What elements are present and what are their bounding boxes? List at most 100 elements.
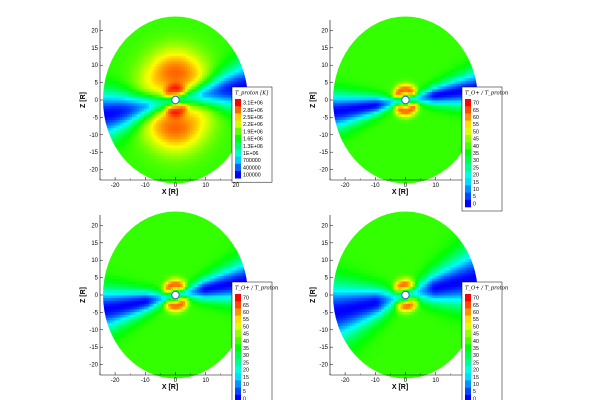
legend-swatch xyxy=(235,380,241,388)
y-tick-label: 5 xyxy=(325,81,329,87)
y-tick-label: -20 xyxy=(319,168,328,174)
legend-level: 45 xyxy=(473,137,479,143)
legend-swatch xyxy=(235,171,241,179)
legend-swatch xyxy=(235,351,241,360)
x-tick-label: -10 xyxy=(371,378,380,384)
x-tick-label: 20 xyxy=(233,183,240,189)
planet-body xyxy=(172,96,179,104)
planet-body xyxy=(402,291,409,299)
y-tick-label: 15 xyxy=(321,46,328,52)
legend-level: 5 xyxy=(243,389,246,395)
legend-level: 40 xyxy=(473,144,479,150)
legend-level: 65 xyxy=(473,108,479,114)
legend-swatch xyxy=(235,308,241,316)
legend-swatch xyxy=(235,301,241,309)
legend-swatch xyxy=(465,322,471,331)
y-tick-label: 10 xyxy=(91,63,98,69)
planet-body xyxy=(172,291,179,299)
legend-level: 30 xyxy=(473,353,479,359)
legend-level: 5 xyxy=(473,194,476,200)
y-tick-label: -15 xyxy=(89,150,98,156)
legend-level: 1E+06 xyxy=(243,151,259,157)
legend-swatch xyxy=(465,351,471,360)
y-tick-label: 0 xyxy=(325,98,329,104)
legend-swatch xyxy=(465,149,471,157)
y-tick-label: 15 xyxy=(91,46,98,52)
legend-swatch xyxy=(235,322,241,331)
legend-swatch xyxy=(235,294,241,302)
legend-level: 60 xyxy=(243,310,249,316)
x-tick-label: 0 xyxy=(174,183,178,189)
legend-level: 1.3E+06 xyxy=(243,144,263,150)
y-tick-label: 20 xyxy=(321,223,328,229)
legend-swatch xyxy=(465,171,471,179)
y-tick-label: -20 xyxy=(89,168,98,174)
x-tick-label: -20 xyxy=(341,183,350,189)
y-axis-label: Z [R] xyxy=(80,287,87,303)
x-tick-label: -20 xyxy=(111,378,120,384)
planet-body xyxy=(402,96,409,104)
y-tick-label: -15 xyxy=(319,150,328,156)
legend-level: 40 xyxy=(243,339,249,345)
legend-level: 2.5E+06 xyxy=(243,115,263,121)
legend-swatch xyxy=(235,135,241,143)
legend-swatch xyxy=(235,344,241,352)
legend-swatch xyxy=(235,366,241,374)
legend-level: 1.6E+06 xyxy=(243,137,263,143)
y-tick-label: 0 xyxy=(95,98,99,104)
legend-swatch xyxy=(235,113,241,121)
legend-level: 0 xyxy=(473,201,476,207)
y-tick-label: 10 xyxy=(321,63,328,69)
legend-swatch xyxy=(465,192,471,201)
legend-swatch xyxy=(465,294,471,302)
legend-swatch xyxy=(235,127,241,136)
legend-level: 0 xyxy=(473,396,476,400)
y-tick-label: -20 xyxy=(319,363,328,369)
y-axis-label: Z [R] xyxy=(80,92,87,108)
legend-level: 25 xyxy=(473,360,479,366)
y-tick-label: -10 xyxy=(319,133,328,139)
y-tick-label: -15 xyxy=(89,345,98,351)
x-tick-label: -20 xyxy=(111,183,120,189)
legend-swatch xyxy=(465,113,471,121)
legend-swatch xyxy=(465,330,471,338)
legend-level: 100000 xyxy=(243,173,261,179)
x-tick-label: -20 xyxy=(341,378,350,384)
legend-level: 10 xyxy=(243,382,249,388)
contour-field xyxy=(103,16,248,184)
y-tick-label: 5 xyxy=(325,276,329,282)
y-tick-label: 0 xyxy=(95,293,99,299)
legend-swatch xyxy=(465,163,471,172)
x-tick-label: 0 xyxy=(404,378,408,384)
legend-swatch xyxy=(465,387,471,396)
y-tick-label: -5 xyxy=(93,115,99,121)
legend-swatch xyxy=(465,380,471,388)
legend-level: 45 xyxy=(243,332,249,338)
y-tick-label: 10 xyxy=(321,258,328,264)
y-tick-label: 0 xyxy=(325,293,329,299)
legend-title: T_proton [K] xyxy=(235,91,269,97)
x-tick-label: 10 xyxy=(432,378,439,384)
legend-swatch xyxy=(465,156,471,165)
legend-level: 70 xyxy=(243,296,249,302)
y-tick-label: -10 xyxy=(89,328,98,334)
legend-swatch xyxy=(465,358,471,367)
legend-swatch xyxy=(465,344,471,352)
legend-level: 2.2E+06 xyxy=(243,122,263,128)
x-tick-label: 10 xyxy=(202,183,209,189)
legend-level: 35 xyxy=(473,151,479,157)
legend-swatch xyxy=(465,120,471,129)
legend-level: 400000 xyxy=(243,165,261,171)
y-tick-label: 5 xyxy=(95,81,99,87)
legend-swatch xyxy=(235,373,241,381)
x-tick-label: 0 xyxy=(174,378,178,384)
legend-swatch xyxy=(465,394,471,400)
legend-level: 20 xyxy=(243,368,249,374)
legend-swatch xyxy=(465,308,471,316)
legend-swatch xyxy=(235,163,241,172)
legend-level: 20 xyxy=(473,173,479,179)
legend-swatch xyxy=(235,358,241,367)
